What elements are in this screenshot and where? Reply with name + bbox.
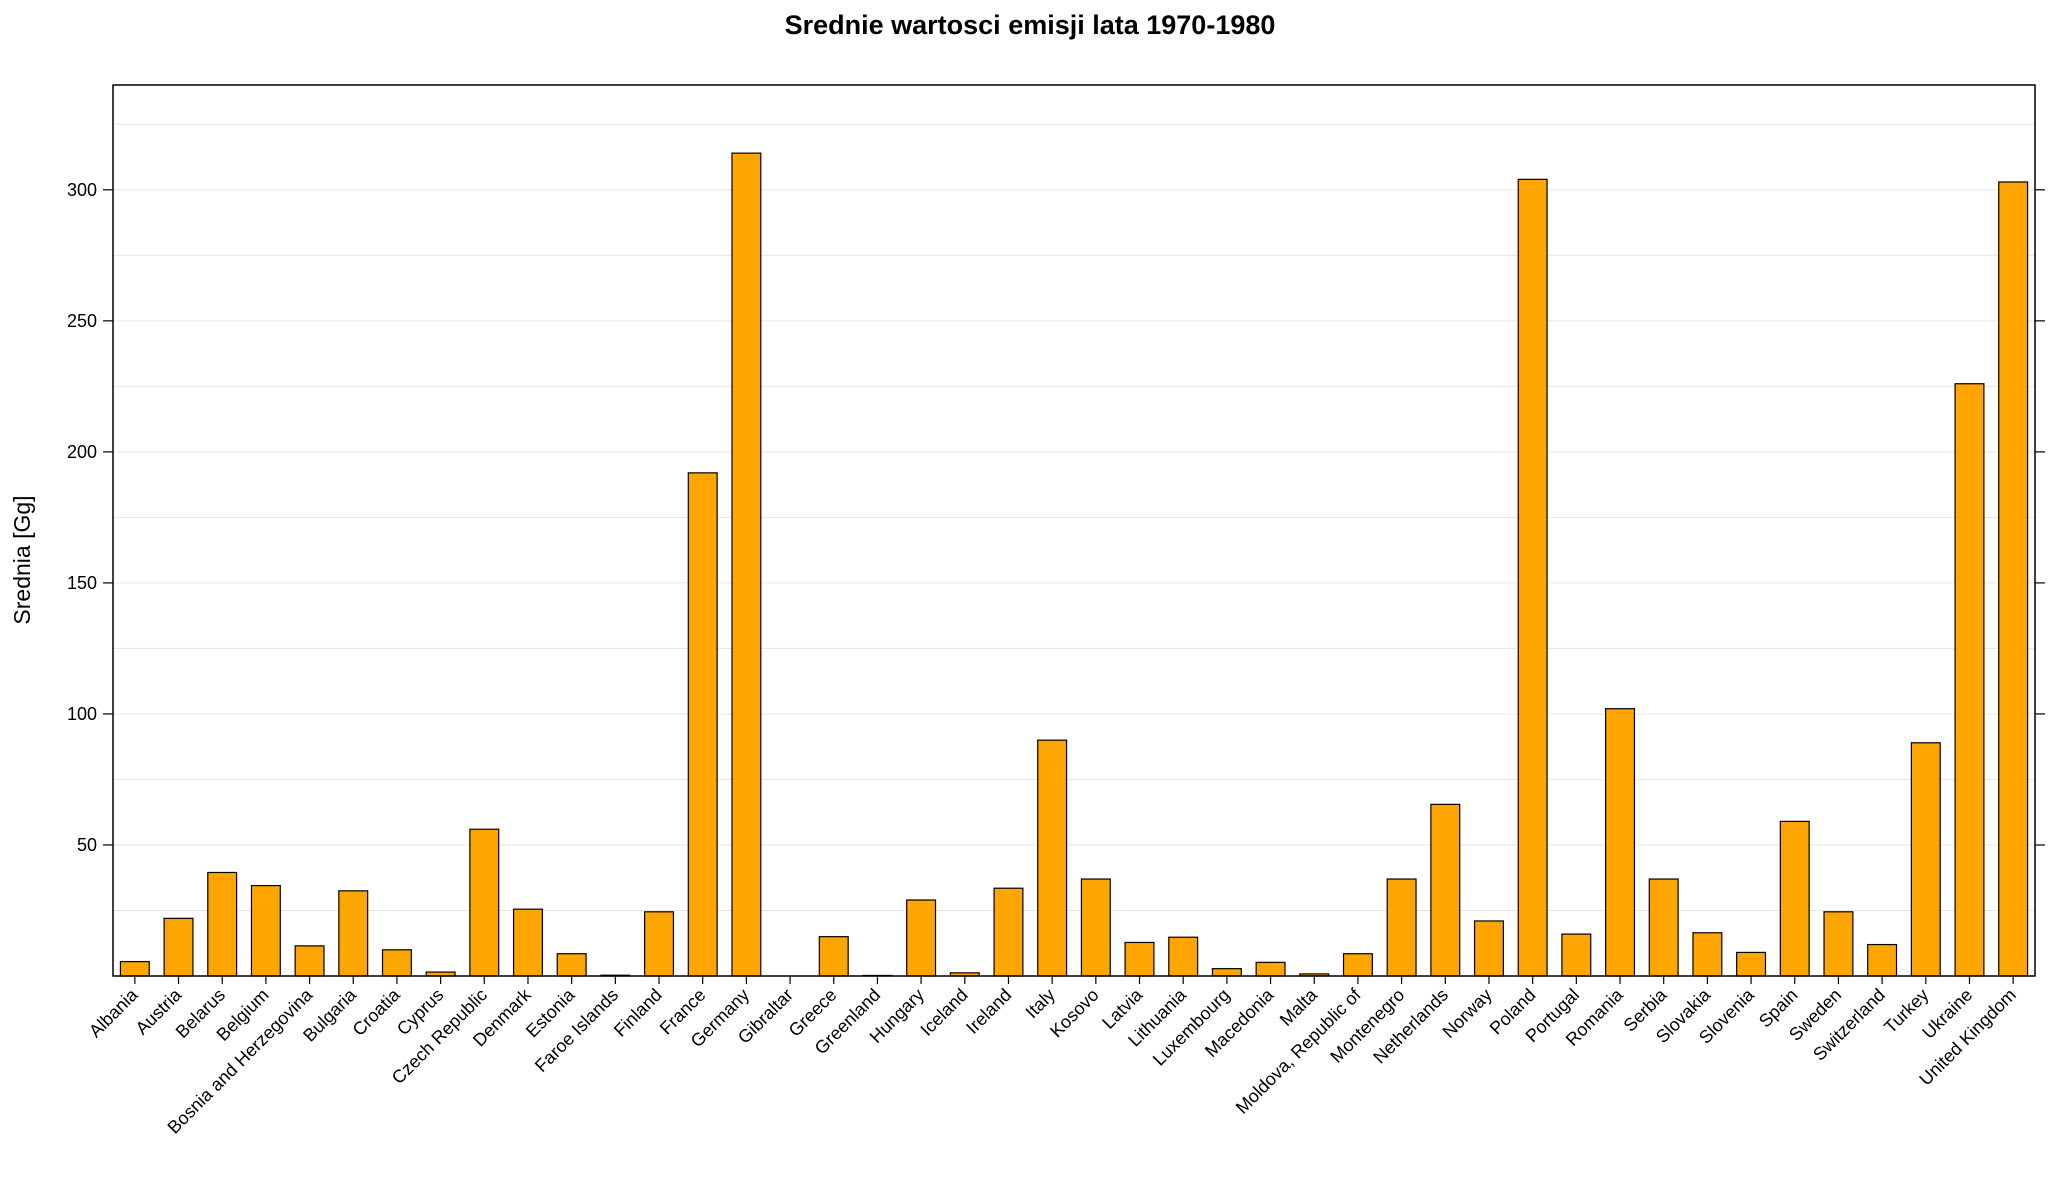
bar <box>644 911 675 977</box>
x-tick-label: Finland <box>610 985 666 1041</box>
bar <box>1342 953 1373 977</box>
x-tick-label: Croatia <box>349 984 405 1040</box>
bar <box>338 890 369 977</box>
y-tick-label: 100 <box>67 704 97 724</box>
bar <box>818 936 849 977</box>
bar <box>207 871 238 977</box>
bar <box>1954 383 1985 977</box>
bar <box>512 908 543 977</box>
bar <box>1692 932 1723 977</box>
bar <box>1037 739 1068 977</box>
bar <box>993 887 1024 977</box>
y-tick-label: 300 <box>67 180 97 200</box>
y-axis-label: Srednia [Gg] <box>9 495 35 624</box>
bar <box>381 949 412 977</box>
bar <box>119 960 150 977</box>
x-tick-label: Italy <box>1021 985 1058 1022</box>
y-tick-label: 150 <box>67 573 97 593</box>
bar <box>1124 941 1155 977</box>
bar <box>1910 742 1941 977</box>
bar <box>250 884 281 977</box>
y-tick-label: 250 <box>67 311 97 331</box>
bar <box>1430 803 1461 977</box>
chart-title: Srednie wartosci emisji lata 1970-1980 <box>785 10 1276 40</box>
bar <box>1779 820 1810 977</box>
x-tick-label: Norway <box>1439 985 1496 1042</box>
bar <box>1736 951 1767 977</box>
bar <box>731 152 762 977</box>
bar <box>469 828 500 977</box>
bar <box>163 917 194 977</box>
y-tick-label: 50 <box>77 835 97 855</box>
bar <box>1517 178 1548 977</box>
bar <box>294 945 325 977</box>
bar <box>1080 878 1111 977</box>
bar <box>906 899 937 977</box>
y-tick-label: 200 <box>67 442 97 462</box>
bar <box>687 472 718 977</box>
bar <box>1386 878 1417 977</box>
plot-frame <box>112 84 2036 977</box>
bar <box>556 953 587 977</box>
bar <box>1605 708 1636 977</box>
x-tick-label: Ireland <box>962 985 1015 1038</box>
bar <box>1998 181 2029 977</box>
bar <box>1561 933 1592 977</box>
gridlines <box>113 123 2035 911</box>
bar <box>1168 936 1199 977</box>
bar <box>1648 878 1679 977</box>
bar <box>1473 920 1504 977</box>
bar <box>1867 943 1898 977</box>
x-tick-label: Albania <box>85 984 142 1041</box>
bar <box>1255 961 1286 977</box>
x-tick-label: Kosovo <box>1046 985 1103 1042</box>
bars <box>119 152 2029 977</box>
y-axis: 50 100 150 200 250 300 <box>67 180 2045 855</box>
x-tick-label: Iceland <box>916 985 971 1040</box>
bar <box>1823 911 1854 977</box>
bar <box>1211 968 1242 977</box>
